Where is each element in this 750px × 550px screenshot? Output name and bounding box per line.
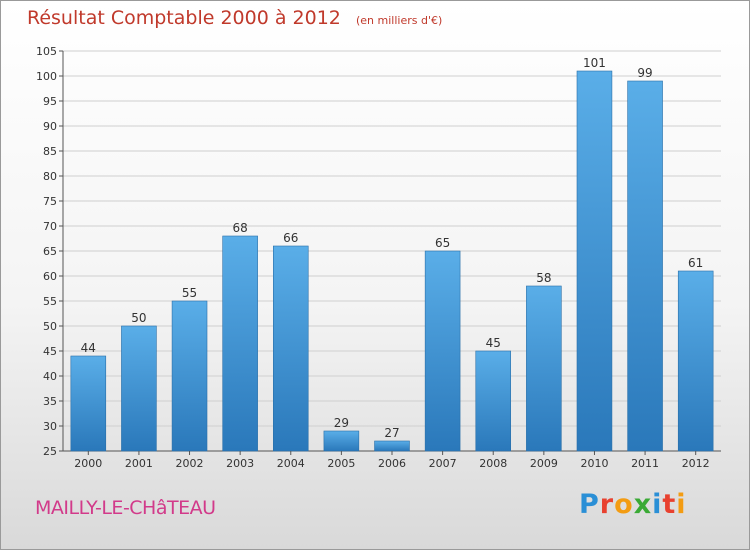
bar bbox=[222, 235, 258, 452]
chart-subtitle: (en milliers d'€) bbox=[355, 14, 443, 27]
x-tick-label: 2000 bbox=[74, 457, 102, 470]
y-tick-label: 60 bbox=[43, 270, 57, 283]
bar-value-label: 68 bbox=[233, 221, 248, 235]
y-tick-label: 40 bbox=[43, 370, 57, 383]
y-tick-label: 95 bbox=[43, 95, 57, 108]
bar-value-label: 50 bbox=[131, 311, 146, 325]
y-tick-label: 45 bbox=[43, 345, 57, 358]
y-tick-label: 70 bbox=[43, 220, 57, 233]
x-tick-label: 2002 bbox=[176, 457, 204, 470]
y-tick-label: 90 bbox=[43, 120, 57, 133]
x-tick-label: 2007 bbox=[429, 457, 457, 470]
bar bbox=[323, 430, 360, 452]
y-tick-label: 85 bbox=[43, 145, 57, 158]
bar-value-label: 45 bbox=[486, 336, 501, 350]
x-tick-label: 2008 bbox=[479, 457, 507, 470]
bar bbox=[374, 440, 410, 452]
y-tick-label: 55 bbox=[43, 295, 57, 308]
bar bbox=[424, 250, 461, 452]
x-tick-label: 2001 bbox=[125, 457, 153, 470]
bar-value-label: 44 bbox=[81, 341, 96, 355]
bar-value-label: 65 bbox=[435, 236, 450, 250]
bar bbox=[273, 245, 309, 452]
y-tick-label: 35 bbox=[43, 395, 57, 408]
y-tick-label: 105 bbox=[36, 45, 57, 58]
proxiti-logo[interactable]: Proxiti bbox=[579, 489, 687, 520]
x-tick-label: 2011 bbox=[631, 457, 659, 470]
bar bbox=[677, 270, 714, 452]
bar bbox=[121, 325, 157, 452]
bar-value-label: 99 bbox=[637, 66, 652, 80]
bar bbox=[576, 70, 613, 452]
bar bbox=[171, 300, 208, 452]
x-tick-label: 2012 bbox=[682, 457, 710, 470]
logo-letter: i bbox=[676, 489, 687, 520]
bar-value-label: 66 bbox=[283, 231, 298, 245]
logo-letter: i bbox=[652, 489, 663, 520]
logo-letter: x bbox=[633, 489, 653, 520]
y-tick-label: 65 bbox=[43, 245, 57, 258]
bar bbox=[526, 285, 562, 452]
x-tick-label: 2006 bbox=[378, 457, 406, 470]
chart-title: Résultat Comptable 2000 à 2012 bbox=[27, 7, 341, 29]
y-tick-label: 50 bbox=[43, 320, 57, 333]
bar-value-label: 61 bbox=[688, 256, 703, 270]
bar-value-label: 29 bbox=[334, 416, 349, 430]
bar bbox=[70, 355, 107, 452]
y-tick-label: 25 bbox=[43, 445, 57, 458]
commune-name: MAILLY-LE-CHâTEAU bbox=[35, 497, 216, 519]
x-tick-label: 2003 bbox=[226, 457, 254, 470]
title-row: Résultat Comptable 2000 à 2012 (en milli… bbox=[27, 7, 442, 29]
logo-letter: r bbox=[599, 489, 615, 520]
y-tick-label: 30 bbox=[43, 420, 57, 433]
bar-value-label: 55 bbox=[182, 286, 197, 300]
y-tick-label: 100 bbox=[36, 70, 57, 83]
bar-value-label: 101 bbox=[583, 56, 606, 70]
logo-letter: o bbox=[614, 489, 634, 520]
logo-letter: P bbox=[579, 489, 600, 520]
x-tick-label: 2009 bbox=[530, 457, 558, 470]
bar-value-label: 58 bbox=[536, 271, 551, 285]
bar bbox=[475, 350, 511, 452]
y-tick-label: 75 bbox=[43, 195, 57, 208]
x-tick-label: 2005 bbox=[327, 457, 355, 470]
logo-letter: t bbox=[662, 489, 677, 520]
y-tick-label: 80 bbox=[43, 170, 57, 183]
x-tick-label: 2004 bbox=[277, 457, 305, 470]
x-tick-label: 2010 bbox=[580, 457, 608, 470]
bar-value-label: 27 bbox=[384, 426, 399, 440]
bar bbox=[627, 80, 663, 452]
